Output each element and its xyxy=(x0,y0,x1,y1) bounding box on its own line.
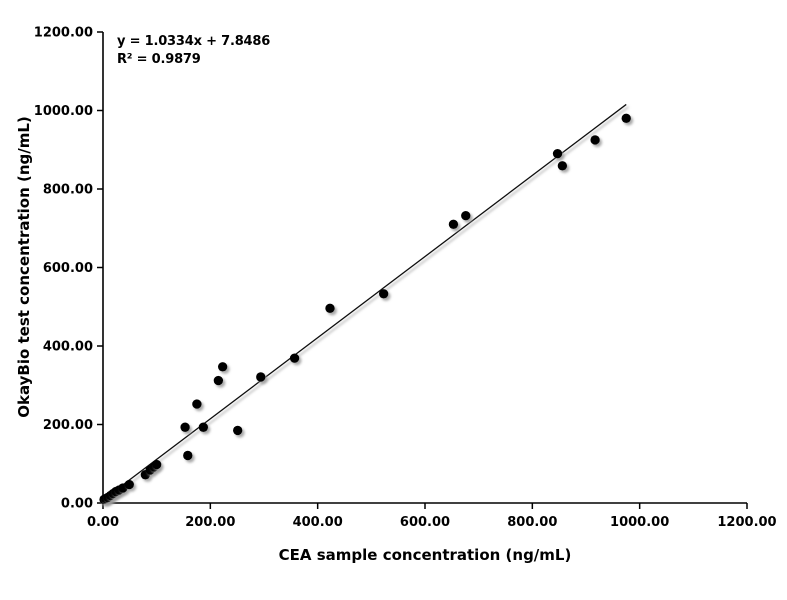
data-point xyxy=(378,289,389,299)
y-tick-label: 1000.00 xyxy=(34,104,93,119)
data-point xyxy=(256,372,266,382)
data-point xyxy=(552,148,563,159)
data-point xyxy=(124,479,134,490)
trendline-annotation: y = 1.0334x + 7.8486 R² = 0.9879 xyxy=(117,33,270,69)
y-tick-label: 400.00 xyxy=(43,340,93,355)
x-tick-label: 1200.00 xyxy=(717,515,776,530)
data-point xyxy=(325,303,335,314)
data-point xyxy=(289,353,300,363)
data-point xyxy=(557,161,568,171)
x-tick-label: 200.00 xyxy=(185,515,235,530)
x-tick-label: 800.00 xyxy=(507,515,557,530)
x-tick-label: 400.00 xyxy=(293,515,343,530)
data-point xyxy=(448,219,459,230)
data-point xyxy=(461,210,471,221)
x-tick-label: 0.00 xyxy=(87,515,119,530)
data-point xyxy=(180,422,190,432)
x-tick-label: 1000.00 xyxy=(610,515,669,530)
y-tick-label: 600.00 xyxy=(43,261,93,276)
y-tick-label: 1200.00 xyxy=(34,26,93,41)
y-tick-label: 200.00 xyxy=(43,418,93,433)
data-point xyxy=(233,425,243,436)
equation-text: y = 1.0334x + 7.8486 xyxy=(117,34,271,49)
r-squared-text: R² = 0.9879 xyxy=(117,52,201,67)
data-point xyxy=(590,135,600,145)
trendline xyxy=(102,103,627,501)
data-point xyxy=(183,450,193,461)
x-tick-label: 600.00 xyxy=(400,515,450,530)
data-point xyxy=(217,362,228,372)
data-point xyxy=(151,459,162,470)
data-point xyxy=(192,399,202,409)
y-tick-label: 800.00 xyxy=(43,183,93,198)
y-tick-label: 0.00 xyxy=(61,497,93,512)
data-point xyxy=(198,422,209,432)
x-axis-title: CEA sample concentration (ng/mL) xyxy=(278,546,572,564)
data-point xyxy=(621,113,631,124)
data-point xyxy=(213,375,224,386)
